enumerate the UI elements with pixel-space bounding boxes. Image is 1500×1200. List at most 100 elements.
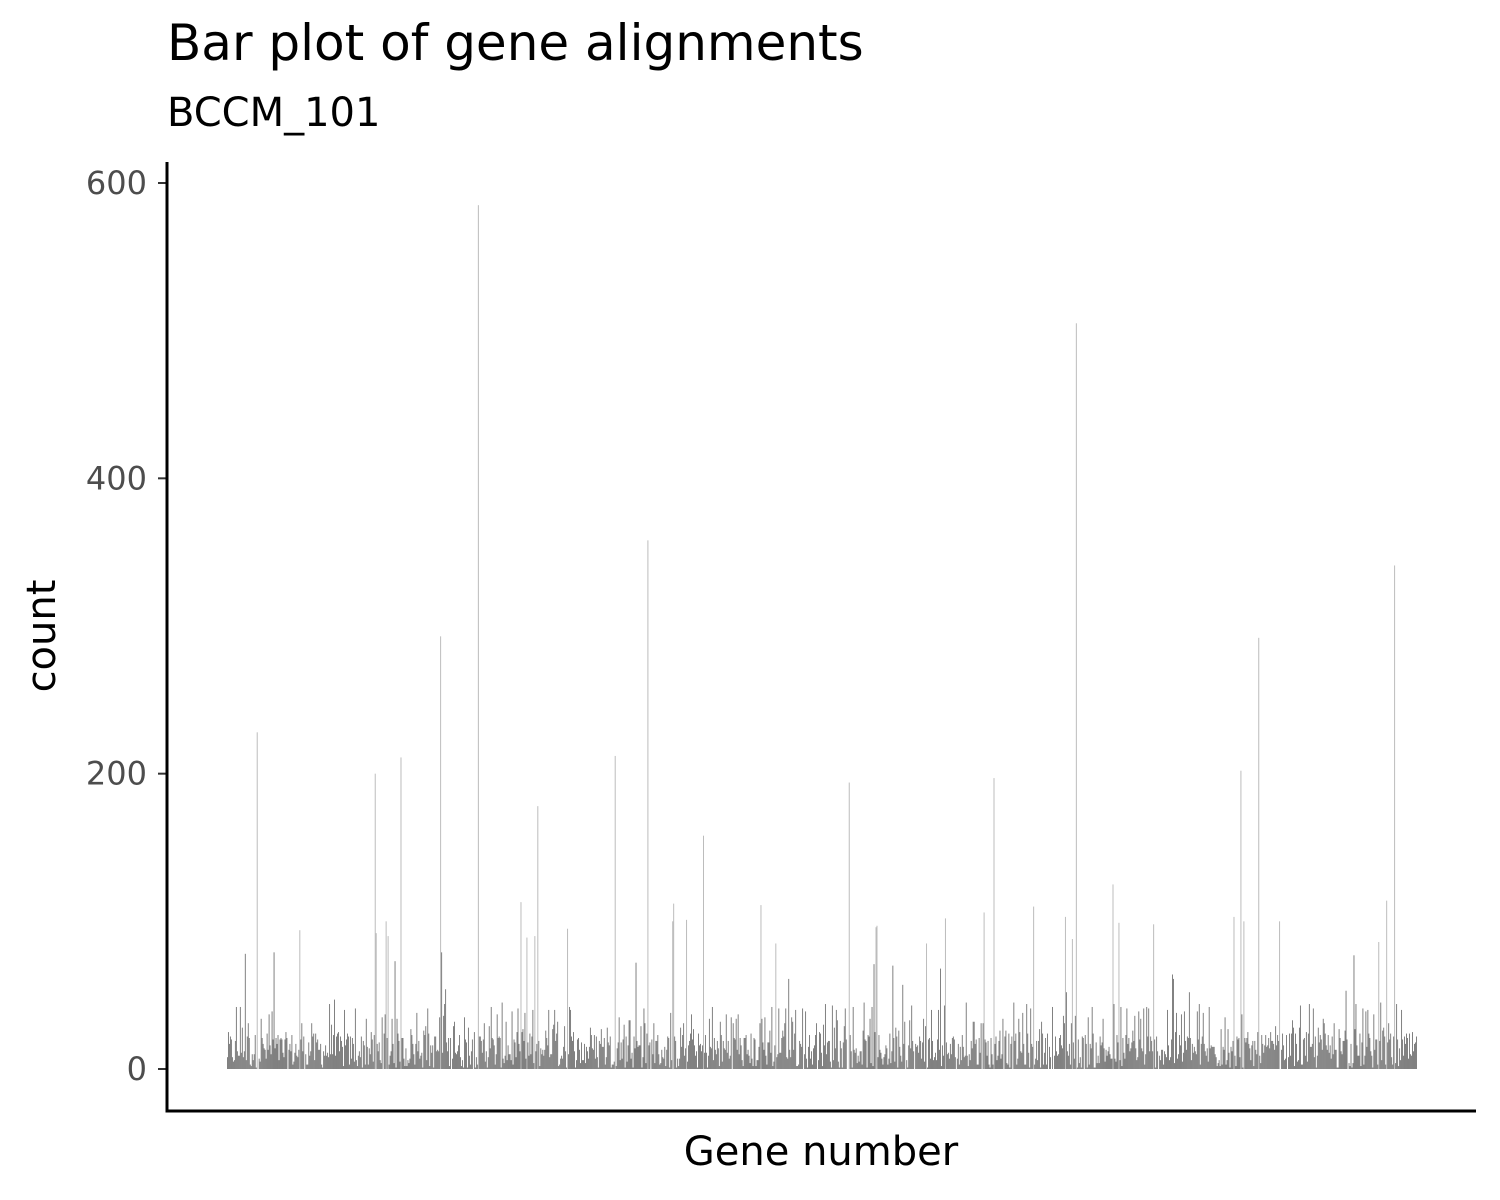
bar (231, 1057, 233, 1069)
bar (330, 1054, 332, 1069)
bar (446, 1042, 448, 1069)
bar (647, 540, 649, 1069)
bar (651, 1039, 653, 1069)
bar (1068, 1043, 1070, 1069)
bar (894, 1061, 896, 1069)
bar (1008, 1033, 1010, 1069)
bar (1154, 1039, 1156, 1069)
bar (227, 1057, 228, 1069)
bar (865, 1040, 867, 1069)
bar (737, 1014, 739, 1069)
bar (904, 1021, 906, 1069)
bar (738, 1054, 740, 1069)
bar (1009, 1067, 1011, 1069)
bar (1294, 1066, 1295, 1069)
y-tick-label: 600 (86, 164, 147, 202)
bar (1075, 323, 1077, 1069)
bar (1206, 1048, 1208, 1069)
bar (1106, 1055, 1108, 1069)
bar (646, 1033, 648, 1069)
bar (1356, 1045, 1358, 1069)
bar (1399, 1048, 1401, 1069)
bar (343, 1066, 344, 1069)
bar (708, 1018, 710, 1069)
bar (1376, 1039, 1378, 1069)
bar (1171, 1039, 1172, 1069)
bar (1097, 1055, 1099, 1069)
bar (667, 1036, 669, 1069)
bar (1253, 1066, 1255, 1069)
bar (968, 1054, 970, 1069)
bar (831, 1005, 833, 1069)
bar (1401, 1009, 1403, 1069)
bar (1313, 1057, 1315, 1069)
bar (316, 1042, 318, 1069)
bar (285, 1032, 287, 1069)
bar (1172, 974, 1173, 1069)
bar (1044, 1052, 1046, 1069)
bar (428, 1033, 430, 1069)
bar (1343, 1040, 1345, 1069)
bar (1161, 1049, 1163, 1069)
bar (652, 1054, 654, 1069)
bar (560, 1058, 562, 1069)
bar (1085, 1043, 1087, 1069)
bar (595, 1036, 597, 1069)
bar (838, 1067, 840, 1069)
bar (535, 1051, 537, 1069)
bar (1298, 1060, 1299, 1069)
bar (441, 952, 443, 1069)
bar (566, 1067, 568, 1069)
bar (568, 1054, 570, 1069)
bar (1378, 942, 1380, 1069)
bar (1391, 1057, 1393, 1069)
bar (341, 1040, 342, 1069)
bar (1176, 1012, 1177, 1069)
bar (790, 1057, 792, 1069)
bar (444, 1004, 446, 1069)
bar (437, 1049, 439, 1069)
bar (1241, 1014, 1243, 1069)
bar (926, 943, 928, 1069)
bar (1359, 1033, 1361, 1069)
bar (554, 1009, 556, 1069)
bar (345, 1045, 346, 1069)
bar (546, 1037, 548, 1069)
bar (531, 1036, 533, 1069)
bar (1303, 1037, 1305, 1069)
bar (689, 1040, 691, 1069)
bar (772, 1066, 774, 1069)
bar (919, 1036, 921, 1069)
bar (918, 1052, 920, 1069)
bar (997, 1055, 999, 1069)
bar (239, 1006, 241, 1069)
bar (497, 1037, 499, 1069)
bar (332, 1054, 334, 1069)
bar (362, 1040, 364, 1069)
bar (600, 1029, 602, 1069)
bar (833, 1027, 835, 1069)
bar (374, 773, 376, 1069)
bar (1354, 1029, 1356, 1069)
bar (1239, 1057, 1241, 1069)
bar (725, 1014, 727, 1069)
bar (1151, 1040, 1153, 1069)
bar (1406, 1033, 1407, 1069)
bar (288, 1049, 290, 1069)
bar (251, 1054, 253, 1069)
bar (1031, 1043, 1033, 1069)
bar (1248, 1043, 1250, 1069)
bar (514, 1042, 516, 1069)
bar (691, 1014, 692, 1069)
bar (537, 806, 539, 1069)
bar (742, 1066, 744, 1069)
bar (360, 1036, 362, 1069)
bar (1302, 1039, 1304, 1069)
bar (1341, 1054, 1343, 1069)
bar (229, 1036, 231, 1069)
bar (1334, 1049, 1336, 1069)
bar (958, 1064, 960, 1069)
bar (929, 1037, 930, 1069)
bar (1383, 1027, 1385, 1069)
bar (1331, 1036, 1333, 1069)
